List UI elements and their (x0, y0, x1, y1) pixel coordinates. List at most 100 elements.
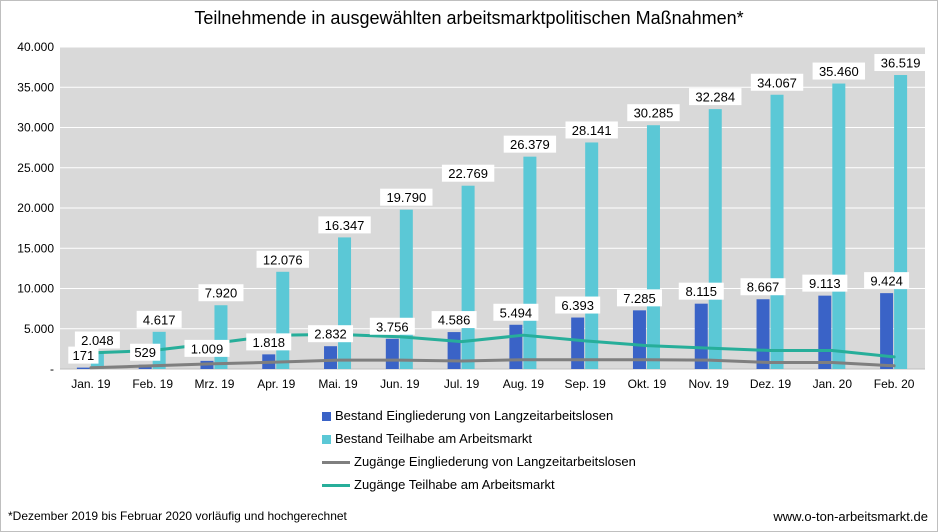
data-label: 5.494 (493, 303, 539, 321)
legend-label: Zugänge Teilhabe am Arbeitsmarkt (354, 477, 555, 492)
x-tick-label: Feb. 19 (132, 377, 173, 391)
data-label: 9.424 (864, 272, 910, 290)
source-link[interactable]: www.o-ton-arbeitsmarkt.de (773, 509, 928, 524)
y-tick-label: 20.000 (17, 201, 54, 215)
legend-label: Bestand Eingliederung von Langzeitarbeit… (335, 408, 614, 423)
data-label-box (198, 284, 244, 302)
data-label-text: 16.347 (325, 218, 365, 233)
footnote: *Dezember 2019 bis Februar 2020 vorläufi… (8, 509, 347, 523)
data-label: 30.285 (627, 104, 680, 122)
data-label-box (740, 278, 786, 296)
data-label: 26.379 (503, 135, 557, 153)
bar (385, 338, 399, 369)
data-label: 9.113 (802, 274, 848, 292)
data-label-box (616, 289, 662, 307)
bar (338, 237, 352, 369)
x-tick-label: Sep. 19 (564, 377, 606, 391)
data-label: 4.586 (431, 311, 477, 329)
data-label: 36.519 (874, 54, 927, 72)
data-label: 32.284 (689, 88, 742, 106)
data-label: 16.347 (318, 216, 371, 234)
data-label: 1.009 (184, 339, 230, 357)
data-label-text: 1.818 (252, 335, 285, 350)
data-label: 22.769 (441, 164, 495, 182)
data-label-box (318, 216, 371, 234)
data-label-text: 9.424 (870, 274, 903, 289)
legend-label: Zugänge Eingliederung von Langzeitarbeit… (354, 454, 636, 469)
bar (832, 83, 846, 369)
bar (214, 305, 228, 369)
data-label-box (627, 104, 680, 122)
bar (276, 271, 290, 369)
data-label: 7.920 (198, 284, 244, 302)
data-label-box (503, 135, 557, 153)
data-label: 35.460 (812, 62, 866, 80)
y-tick-label: 25.000 (17, 161, 54, 175)
bar (646, 125, 660, 369)
data-label-box (130, 343, 161, 361)
data-label-box (380, 188, 433, 206)
data-label: 19.790 (380, 188, 433, 206)
data-label-text: 26.379 (510, 137, 550, 152)
data-label-text: 6.393 (561, 298, 594, 313)
data-label-box (431, 311, 477, 329)
data-label-text: 4.586 (438, 313, 471, 328)
x-tick-label: Mrz. 19 (194, 377, 234, 391)
legend-item: Bestand Eingliederung von Langzeitarbeit… (322, 404, 636, 427)
data-label-box (750, 73, 804, 91)
data-label: 2.048 (74, 331, 120, 349)
x-tick-label: Dez. 19 (750, 377, 792, 391)
data-label-box (864, 272, 910, 290)
data-label-text: 19.790 (386, 190, 426, 205)
bar (509, 324, 523, 369)
bar (756, 299, 770, 369)
data-label-box (678, 282, 724, 300)
data-label-text: 1.009 (191, 341, 224, 356)
data-label-box (565, 121, 618, 139)
x-tick-label: Mai. 19 (318, 377, 358, 391)
bar (694, 303, 708, 369)
x-tick-label: Jun. 19 (380, 377, 420, 391)
chart-title: Teilnehmende in ausgewählten arbeitsmark… (194, 8, 744, 28)
data-label: 1.818 (246, 333, 292, 351)
bar (818, 295, 832, 369)
data-label-text: 35.460 (819, 64, 859, 79)
data-label-box (74, 331, 120, 349)
y-tick-label: 5.000 (24, 322, 54, 336)
data-label: 34.067 (750, 73, 804, 91)
data-label-box (441, 164, 495, 182)
data-label-text: 529 (134, 345, 156, 360)
data-label-text: 171 (73, 348, 95, 363)
data-label: 3.756 (369, 317, 415, 335)
data-label-box (68, 346, 99, 364)
bar (708, 109, 722, 369)
data-label-text: 2.832 (314, 327, 347, 342)
legend: Bestand Eingliederung von Langzeitarbeit… (322, 404, 636, 496)
legend-swatch (322, 412, 331, 422)
bar (632, 310, 646, 369)
bar (880, 293, 894, 369)
data-label-box (256, 250, 309, 268)
y-tick-label: 40.000 (17, 40, 54, 54)
y-tick-label: 15.000 (17, 241, 54, 255)
legend-swatch (322, 484, 350, 488)
data-label-text: 36.519 (881, 56, 921, 71)
data-label-box (308, 325, 354, 343)
data-label-text: 9.113 (809, 276, 841, 291)
y-tick-label: 35.000 (17, 80, 54, 94)
data-label-text: 3.756 (376, 319, 409, 334)
data-label-text: 8.115 (685, 284, 717, 299)
data-label: 8.115 (678, 282, 724, 300)
data-label: 12.076 (256, 250, 309, 268)
data-label-text: 32.284 (695, 90, 735, 105)
data-label-text: 12.076 (263, 252, 303, 267)
data-label-text: 22.769 (448, 166, 488, 181)
data-label-box (555, 296, 601, 314)
bar (585, 142, 599, 369)
data-label-text: 28.141 (572, 123, 612, 138)
data-label: 2.832 (308, 325, 354, 343)
data-label-box (874, 54, 927, 72)
data-label-text: 2.048 (81, 333, 114, 348)
legend-label: Bestand Teilhabe am Arbeitsmarkt (335, 431, 533, 446)
